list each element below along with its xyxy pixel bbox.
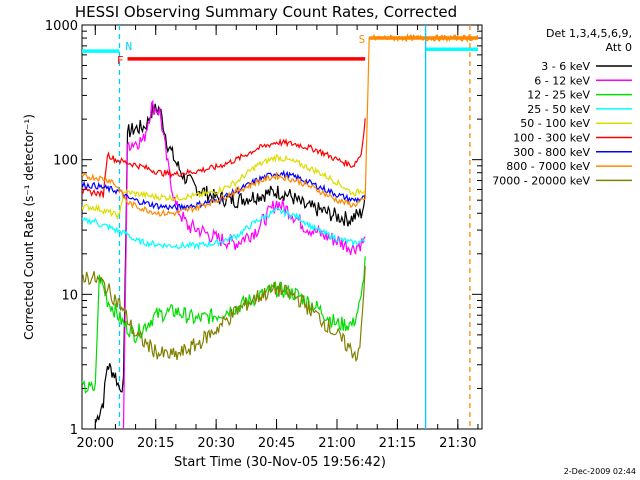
legend-label: 25 - 50 keV xyxy=(527,103,590,116)
x-tick-label: 20:45 xyxy=(258,436,295,451)
marker-label: N xyxy=(125,40,132,53)
legend-label: 3 - 6 keV xyxy=(541,60,590,73)
legend-label: 7000 - 20000 keV xyxy=(492,174,590,187)
x-axis-label: Start Time (30-Nov-05 19:56:42) xyxy=(174,455,386,470)
series-group xyxy=(82,25,479,429)
chart-title: HESSI Observing Summary Count Rates, Cor… xyxy=(75,3,457,21)
series-line xyxy=(82,207,366,251)
series-line xyxy=(122,99,366,429)
flag-label: F xyxy=(117,54,124,67)
x-tick-label: 21:00 xyxy=(318,436,355,451)
legend-label: 50 - 100 keV xyxy=(520,117,590,130)
legend-header: Det 1,3,4,5,6,9, xyxy=(546,27,632,40)
y-tick-label: 10 xyxy=(61,288,78,303)
series-line xyxy=(82,118,366,199)
x-tick-label: 20:00 xyxy=(77,436,114,451)
legend-label: 12 - 25 keV xyxy=(527,89,590,102)
series-line xyxy=(82,266,366,363)
series-line xyxy=(82,169,366,212)
series-line xyxy=(82,33,479,217)
x-tick-label: 20:15 xyxy=(137,436,174,451)
y-tick-label: 100 xyxy=(53,154,78,169)
timestamp-footer: 2-Dec-2009 02:44 xyxy=(564,467,636,476)
y-axis-label: Corrected Count Rate (s⁻¹ detector⁻¹) xyxy=(22,114,36,340)
flag-label: S xyxy=(359,33,366,46)
series-line xyxy=(82,256,366,394)
x-tick-label: 21:30 xyxy=(439,436,476,451)
legend-label: 300 - 800 keV xyxy=(513,146,590,159)
legend-label: 800 - 7000 keV xyxy=(506,160,590,173)
legend-label: 6 - 12 keV xyxy=(534,74,590,87)
x-tick-label: 21:15 xyxy=(379,436,416,451)
legend-label: 100 - 300 keV xyxy=(513,132,590,145)
y-tick-label: 1000 xyxy=(45,19,78,34)
plot-frame xyxy=(81,24,483,430)
plot-area: 1 10 100 1000 20:00 20:15 20:30 20:45 21:00 21:15… xyxy=(45,19,483,451)
series-line xyxy=(82,154,366,221)
series-line xyxy=(94,103,366,424)
x-tick-label: 20:30 xyxy=(197,436,234,451)
y-tick-label: 1 xyxy=(70,423,78,438)
legend-header: Att 0 xyxy=(606,41,632,54)
